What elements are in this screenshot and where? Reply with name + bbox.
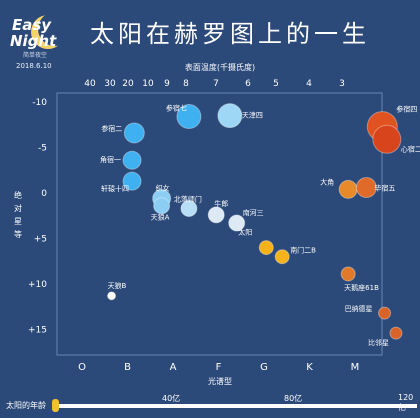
top-tick-label: 5 bbox=[273, 79, 279, 89]
star-label: 参宿四 bbox=[396, 105, 417, 114]
star-label: 参宿二 bbox=[101, 124, 122, 133]
y-tick-label: -5 bbox=[38, 144, 47, 154]
star-point bbox=[123, 122, 145, 144]
logo-line-2: Night bbox=[10, 32, 57, 50]
x-tick-label: K bbox=[306, 362, 313, 373]
x-tick-label: M bbox=[351, 362, 360, 373]
top-tick-label: 3 bbox=[339, 79, 345, 89]
star-point bbox=[378, 306, 392, 320]
easy-night-logo: Easy Night 简单夜空 bbox=[8, 10, 70, 62]
x-tick-label: B bbox=[124, 362, 131, 373]
star-label: 巴纳德星 bbox=[345, 304, 373, 313]
star-point bbox=[122, 150, 142, 170]
star-label: 南河三 bbox=[243, 208, 264, 217]
top-tick-label: 40 bbox=[84, 79, 96, 89]
top-tick-label: 6 bbox=[245, 79, 251, 89]
y-axis-label-char: 星 bbox=[14, 217, 22, 226]
star-label: 太阳 bbox=[238, 228, 252, 237]
y-tick-label: +5 bbox=[34, 235, 47, 245]
y-tick-label: +15 bbox=[28, 326, 47, 336]
star-label: 轩辕十四 bbox=[101, 184, 129, 193]
star-label: 心宿二 bbox=[401, 144, 420, 153]
star-label: 毕宿五 bbox=[374, 184, 395, 193]
x-axis-label: 光谱型 bbox=[208, 376, 232, 386]
star-label: 北落师门 bbox=[174, 194, 202, 203]
y-tick-label: 0 bbox=[41, 189, 47, 199]
star-point bbox=[355, 177, 377, 199]
star-label: 南门二B bbox=[290, 246, 316, 255]
star-point bbox=[389, 326, 403, 340]
y-axis-ticks: -10 -5 0 +5 +10 +15 bbox=[28, 98, 47, 336]
age-slider-handle[interactable] bbox=[52, 399, 59, 412]
timeline-tick: 80亿 bbox=[284, 394, 303, 403]
star-point bbox=[274, 249, 290, 265]
x-tick-label: G bbox=[260, 362, 268, 373]
star-point bbox=[176, 104, 202, 130]
top-axis-ticks: 40 30 20 10 9 8 7 6 5 4 3 bbox=[84, 79, 345, 89]
top-tick-label: 30 bbox=[104, 79, 116, 89]
star-point bbox=[372, 124, 402, 154]
star-label: 天津四 bbox=[242, 112, 263, 120]
top-tick-label: 10 bbox=[142, 79, 154, 89]
age-slider-track[interactable] bbox=[52, 399, 417, 412]
top-tick-label: 20 bbox=[122, 79, 134, 89]
top-tick-label: 4 bbox=[306, 79, 312, 89]
star-point bbox=[228, 214, 246, 232]
x-tick-label: A bbox=[170, 362, 177, 373]
top-tick-label: 7 bbox=[213, 79, 219, 89]
y-axis-label-char: 对 bbox=[14, 203, 22, 213]
logo-line-1: Easy bbox=[12, 16, 52, 34]
y-tick-label: +10 bbox=[28, 280, 47, 290]
page-title: 太阳在赫罗图上的一生 bbox=[90, 20, 370, 48]
star-label: 比邻星 bbox=[368, 338, 389, 347]
top-tick-label: 9 bbox=[164, 79, 170, 89]
star-point bbox=[338, 179, 358, 199]
top-tick-label: 8 bbox=[183, 79, 189, 89]
x-tick-label: F bbox=[216, 362, 222, 373]
star-point bbox=[340, 266, 356, 282]
star-points bbox=[107, 103, 403, 340]
star-label: 大角 bbox=[320, 177, 334, 186]
y-axis-label-char: 绝 bbox=[14, 190, 22, 200]
timeline-tick: 40亿 bbox=[162, 394, 181, 403]
timeline-tick: 120亿 bbox=[398, 393, 414, 412]
star-point bbox=[107, 291, 117, 301]
star-point bbox=[217, 103, 243, 129]
star-label: 天狼A bbox=[151, 213, 170, 222]
star-point bbox=[207, 206, 225, 224]
star-label: 天鹅座61B bbox=[344, 283, 379, 292]
star-point bbox=[122, 171, 142, 191]
star-label: 参宿七 bbox=[166, 104, 187, 113]
star-point bbox=[258, 240, 274, 256]
star-label: 织女 bbox=[156, 183, 170, 192]
star-label: 天狼B bbox=[108, 281, 127, 290]
y-axis-label-char: 等 bbox=[14, 229, 22, 239]
publish-date: 2018.6.10 bbox=[16, 62, 52, 70]
star-label: 角宿一 bbox=[100, 155, 121, 164]
star-point bbox=[153, 197, 171, 215]
star-point bbox=[180, 199, 198, 217]
top-axis-label: 表面温度(千摄氏度) bbox=[185, 62, 255, 72]
plot-frame bbox=[56, 92, 383, 356]
y-tick-label: -10 bbox=[32, 98, 47, 108]
x-tick-label: O bbox=[78, 362, 86, 373]
timeline-label: 太阳的年龄 bbox=[6, 401, 46, 410]
logo-subtitle: 简单夜空 bbox=[23, 52, 48, 59]
star-label: 牛郎 bbox=[214, 199, 228, 208]
